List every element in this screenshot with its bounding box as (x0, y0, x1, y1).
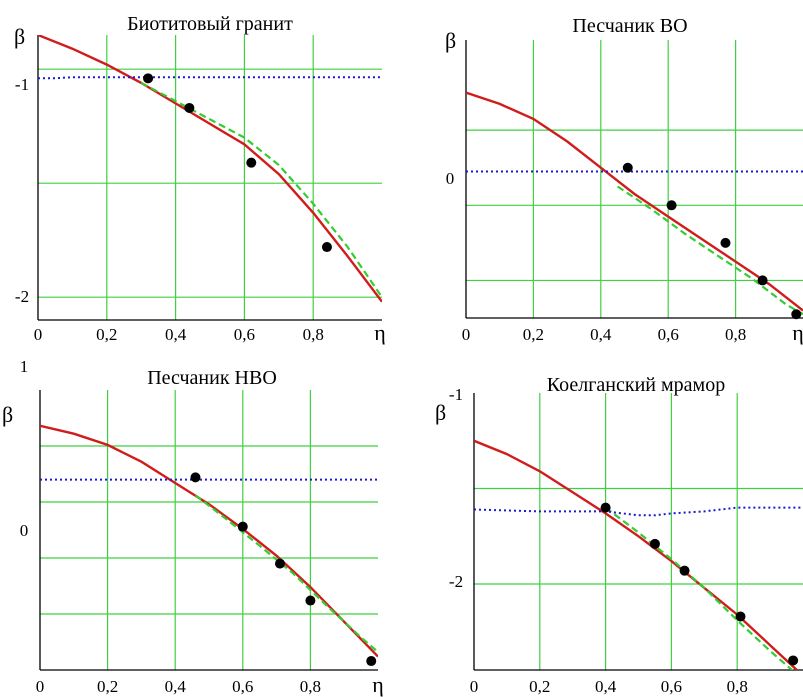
x-tick-label: 0,2 (523, 325, 544, 344)
data-point (788, 655, 799, 666)
x-tick-label: 0,2 (97, 677, 118, 696)
axes (465, 40, 803, 319)
x-tick-label: 0,8 (725, 325, 746, 344)
data-point (246, 157, 257, 168)
data-point (791, 309, 802, 320)
x-tick-label: 0,6 (234, 325, 255, 344)
x-tick-label: 0 (36, 677, 45, 696)
axes (39, 390, 378, 671)
x-tick-label: 0,8 (303, 325, 324, 344)
data-point (305, 595, 316, 606)
data-point (190, 472, 201, 483)
x-tick-label: 0,2 (529, 677, 550, 696)
x-tick-label: 0,6 (661, 677, 682, 696)
data-point (600, 502, 611, 513)
series-solid-line (474, 439, 799, 670)
y-tick-label: 0 (20, 521, 29, 540)
data-point (649, 538, 660, 549)
data-point (679, 565, 690, 576)
data-point (720, 237, 731, 248)
chart-panel-2: Песчаник ВО β η 0 0,2 0,4 0,6 0,8 0 (445, 15, 803, 345)
grid (38, 35, 382, 320)
x-tick-label: 0 (470, 677, 479, 696)
x-tick-label: 0,4 (595, 677, 617, 696)
data-point (274, 558, 285, 569)
chart-title: Песчаник НВО (147, 367, 277, 389)
x-tick-label: 0,8 (300, 677, 321, 696)
grid (466, 40, 803, 318)
data-point (143, 73, 154, 84)
x-tick-label: 0,6 (658, 325, 679, 344)
data-point (321, 242, 332, 253)
chart-panel-3: Песчаник НВО β η 0 0,2 0,4 0,6 0,8 1 0 (2, 357, 384, 697)
grid (474, 393, 803, 670)
plot-area (474, 439, 803, 670)
data-point (622, 162, 633, 173)
data-point (757, 275, 768, 286)
series-dashed-line (194, 494, 378, 653)
y-axis-label: β (2, 402, 13, 427)
series-dashed-line (604, 506, 794, 670)
series-solid-line (38, 35, 382, 303)
y-tick-label: -2 (449, 572, 463, 591)
chart-title: Биотитовый гранит (127, 13, 293, 35)
chart-panel-4: Коелганский мрамор β 0 0,2 0,4 0,6 0,8 -1 -2 (435, 374, 803, 696)
y-tick-label: -2 (15, 287, 29, 306)
plot-area (466, 91, 803, 316)
y-axis-label: β (445, 28, 456, 53)
plot-area (38, 35, 382, 303)
data-point (666, 200, 677, 211)
x-tick-label: 0,4 (590, 325, 612, 344)
series-solid-line (466, 91, 803, 312)
y-axis-label: β (435, 400, 446, 425)
x-tick-label: 0 (34, 325, 43, 344)
chart-panels: Биотитовый гранит β η 0 0,2 0,4 0,6 0,8 -1 -2 Песч… (2, 13, 803, 697)
plot-area (40, 424, 378, 658)
grid (40, 390, 378, 670)
axes (37, 35, 382, 321)
y-tick-label: 1 (20, 357, 29, 376)
series-dashed-line (140, 81, 382, 298)
data-point (735, 611, 746, 622)
x-tick-label: 0,8 (727, 677, 748, 696)
x-tick-label: 0,4 (165, 325, 187, 344)
x-axis-label: η (792, 320, 803, 345)
data-point (184, 102, 195, 113)
y-tick-label: 0 (446, 169, 455, 188)
series-solid-line (40, 424, 378, 658)
series-dashed-line (616, 185, 803, 316)
x-tick-label: 0,6 (232, 677, 253, 696)
data-point (366, 656, 377, 667)
chart-title: Песчаник ВО (572, 15, 687, 37)
axes (473, 393, 803, 671)
y-tick-label: -1 (15, 75, 29, 94)
chart-title: Коелганский мрамор (547, 374, 725, 396)
series-dotted-line (474, 506, 803, 517)
y-axis-label: β (14, 24, 25, 49)
x-axis-label: η (372, 672, 384, 697)
chart-panel-1: Биотитовый гранит β η 0 0,2 0,4 0,6 0,8 -1 -2 (14, 13, 386, 345)
x-axis-label: η (374, 320, 386, 345)
series-dotted-line (38, 76, 382, 80)
y-tick-label: -1 (449, 385, 463, 404)
data-point (237, 521, 248, 532)
x-tick-label: 0 (462, 325, 471, 344)
x-tick-label: 0,4 (165, 677, 187, 696)
x-tick-label: 0,2 (96, 325, 117, 344)
